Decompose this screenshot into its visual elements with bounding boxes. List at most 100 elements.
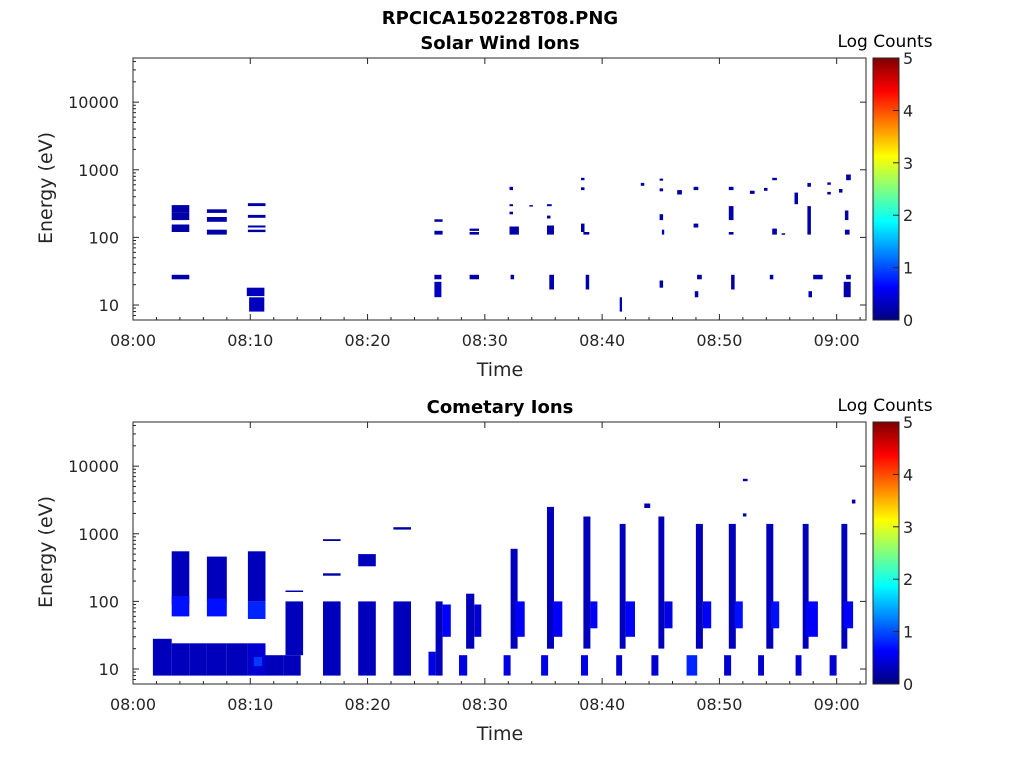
x-tick-label: 08:40 [579,695,625,714]
heatmap-cell [510,548,518,649]
panel-1-y-label: Energy (eV) [35,132,57,244]
heatmap-cell [323,601,341,676]
heatmap-cell [827,182,831,185]
heatmap-cell [640,182,645,186]
heatmap-cell [728,206,734,221]
panel-2-colorbar-label: Log Counts [837,396,932,416]
heatmap-cell [285,590,304,592]
heatmap-cell [152,638,172,676]
heatmap-cell [703,601,712,629]
colorbar-tick-label: 3 [903,518,913,537]
x-tick-label: 09:00 [814,331,860,350]
heatmap-cell [807,182,811,187]
heatmap-cell [659,214,664,221]
heatmap-cell [766,523,774,649]
heatmap-cell [827,191,831,195]
heatmap-cell [781,233,786,235]
heatmap-cell [323,539,341,541]
heatmap-cell [659,188,664,192]
heatmap-cell [695,523,703,649]
y-tick-label: 100 [88,228,119,247]
x-tick-label: 09:00 [814,695,860,714]
heatmap-cell [469,232,479,235]
heatmap-cell [616,655,623,676]
heatmap-cell [764,187,768,191]
heatmap-cell [171,224,190,232]
heatmap-cell [171,274,190,280]
figure-title: RPCICA150228T08.PNG [382,8,618,29]
panel-1-x-label: Time [476,359,524,381]
heatmap-cell [509,226,519,235]
heatmap-cell [813,274,823,280]
y-tick-label: 100 [88,592,119,611]
colorbar-tick-label: 4 [903,465,913,484]
heatmap-cell [769,274,774,280]
heatmap-cell [509,211,513,215]
heatmap-cell [771,601,780,629]
heatmap-cell [677,190,682,195]
x-tick-label: 08:10 [227,331,273,350]
x-tick-label: 08:50 [696,331,742,350]
heatmap-cell [742,513,747,517]
panel-1-axes: 08:00 08:10 08:20 08:30 08:40 08:50 09:00 10 100… [68,58,866,350]
panel-1-plot-frame [132,57,867,321]
heatmap-cell [206,598,227,617]
x-tick-label: 08:20 [345,331,391,350]
x-tick-label: 08:40 [579,331,625,350]
heatmap-cell [247,214,266,218]
heatmap-cell [529,205,533,207]
heatmap-cell [247,225,266,228]
heatmap-cell [515,601,525,637]
heatmap-cell [466,593,475,649]
panel-2-colorbar-ticks: 0 1 2 3 4 5 [893,413,913,694]
heatmap-cell [358,601,376,676]
heatmap-cell [851,499,856,504]
heatmap-cell [808,291,812,298]
heatmap-cell [171,212,190,221]
heatmap-cell [644,503,651,508]
panel-2-title: Cometary Ions [427,397,574,418]
heatmap-cell [728,232,734,235]
heatmap-cell [731,274,735,290]
colorbar-tick-label: 0 [903,675,913,694]
colorbar-tick-label: 3 [903,154,913,173]
x-tick-label: 08:30 [462,331,508,350]
heatmap-cell [583,232,590,235]
heatmap-cell [583,516,591,649]
colorbar-tick-label: 5 [903,413,913,432]
heatmap-cell [393,601,411,676]
heatmap-cell [619,297,622,312]
heatmap-cell [581,655,588,676]
heatmap-cell [474,604,482,637]
heatmap-cell [189,643,207,676]
x-tick-label: 08:00 [110,331,156,350]
panel-1-heatmap [171,174,851,312]
colorbar-tick-label: 2 [903,206,913,225]
colorbar-tick-label: 2 [903,570,913,589]
heatmap-cell [846,174,851,181]
heatmap-cell [693,223,699,228]
panel-2-y-label: Energy (eV) [35,496,57,608]
heatmap-cell [686,655,698,676]
colorbar-tick-label: 0 [903,311,913,330]
heatmap-cell [265,655,284,676]
heatmap-cell [442,604,451,637]
heatmap-cell [469,274,479,280]
heatmap-cell [547,215,551,219]
heatmap-cell [206,209,227,213]
heatmap-cell [581,223,585,232]
heatmap-cell [206,229,227,235]
heatmap-cell [547,506,554,649]
heatmap-cell [171,205,190,213]
heatmap-cell [693,186,699,191]
heatmap-cell [661,229,665,235]
heatmap-cell [434,219,443,222]
heatmap-cell [247,203,266,207]
heatmap-cell [795,655,802,676]
heatmap-cell [841,523,848,649]
y-tick-label: 10 [99,296,119,315]
heatmap-cell [619,523,626,649]
heatmap-cell [728,186,734,191]
heatmap-cell [846,274,851,280]
heatmap-cell [393,527,411,530]
